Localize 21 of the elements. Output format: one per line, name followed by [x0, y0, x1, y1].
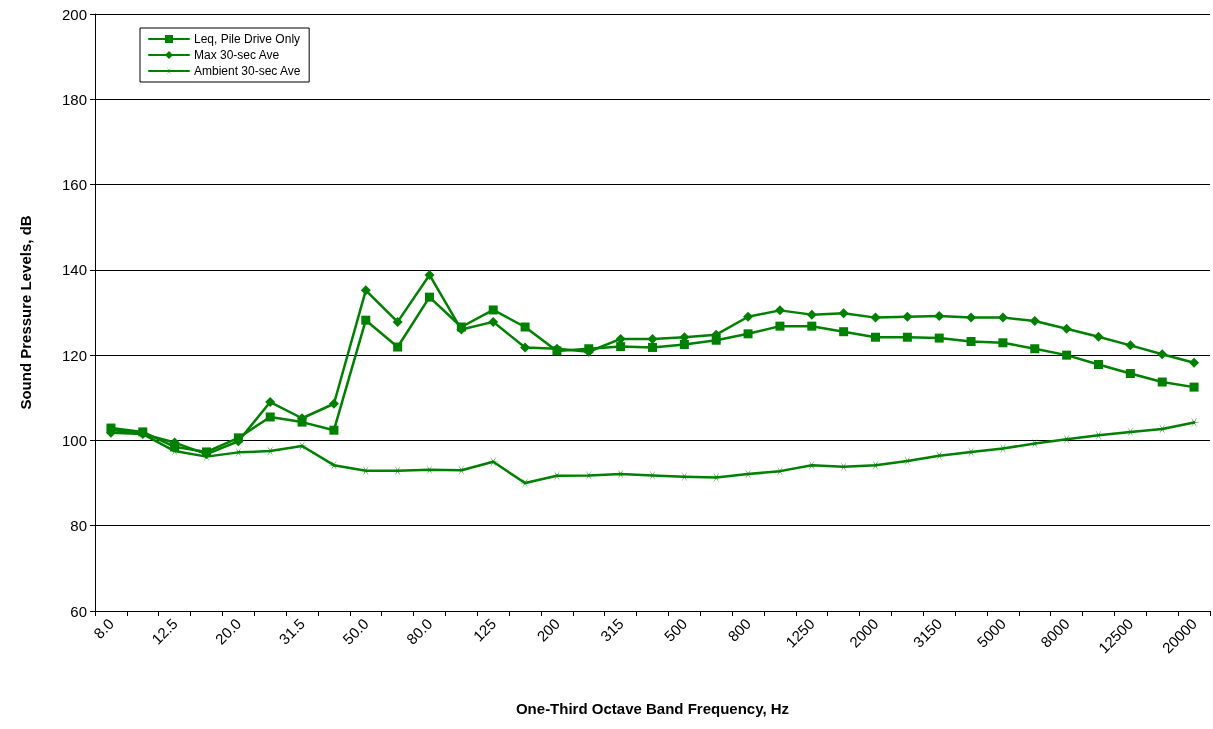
y-axis-title: Sound Pressure Levels, dB [17, 215, 34, 410]
legend-label: Leq, Pile Drive Only [194, 32, 301, 46]
legend-label: Ambient 30-sec Ave [194, 64, 301, 78]
legend-label: Max 30-sec Ave [194, 48, 280, 62]
x-tick-label: 500 [660, 614, 691, 645]
y-tick-label: 160 [61, 176, 87, 194]
y-tick-label: 80 [70, 517, 87, 535]
x-tick-label: 315 [596, 614, 627, 645]
x-tick-label: 800 [724, 614, 755, 645]
x-axis-title: One-Third Octave Band Frequency, Hz [515, 700, 790, 717]
x-tick-label: 50.0 [339, 614, 372, 648]
y-tick-label: 180 [61, 90, 87, 108]
x-tick-label: 125 [469, 614, 500, 645]
x-tick-label: 80.0 [402, 614, 436, 648]
x-tick-label: 200 [533, 614, 563, 645]
y-tick-label: 140 [61, 261, 87, 279]
y-tick-label: 120 [61, 346, 87, 364]
x-tick-label: 8.0 [90, 614, 117, 642]
y-tick-label: 200 [61, 5, 87, 23]
y-tick-label: 100 [61, 431, 87, 449]
y-tick-label: 60 [70, 602, 87, 620]
